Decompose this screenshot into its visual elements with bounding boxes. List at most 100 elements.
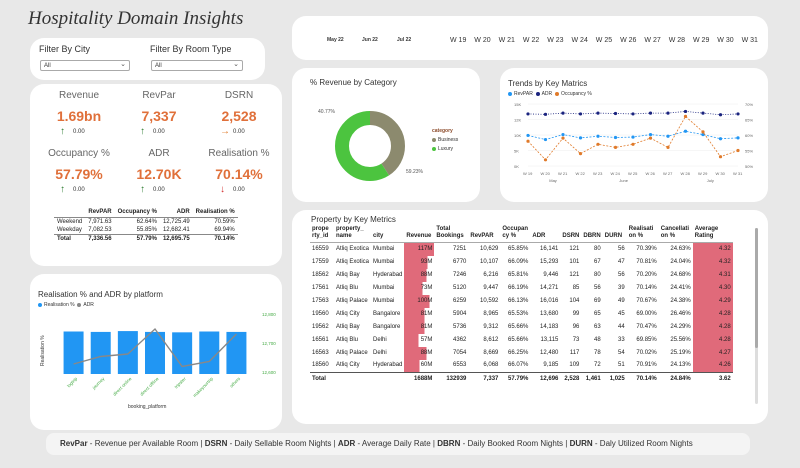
week-button[interactable]: W 26 [620, 37, 637, 44]
weekday-summary-table: RevPAR Occupancy % ADR Realisation % Weekend… [54, 208, 238, 243]
month-button[interactable]: Jun 22 [362, 37, 378, 43]
table-cell: 8,965 [483, 310, 499, 317]
data-point [683, 129, 688, 133]
table-cell: Atliq City [336, 362, 360, 369]
table-scrollbar[interactable] [755, 228, 758, 404]
data-point [683, 114, 688, 118]
y2-tick-label: 50% [745, 164, 753, 169]
column-header[interactable]: prope rty_id [310, 226, 334, 243]
column-header[interactable]: DURN [602, 226, 627, 243]
table-cell: 4.28 [692, 307, 733, 321]
column-header[interactable]: property_ name [334, 226, 372, 243]
table-cell: 18560 [312, 362, 329, 369]
table-cell: Atliq Bay [336, 271, 360, 278]
column-header[interactable]: ADR [530, 226, 561, 243]
table-cell: 70.14% [626, 372, 659, 387]
y-tick-label: 15K [514, 102, 521, 107]
week-button[interactable]: W 23 [547, 37, 564, 44]
y-axis-label: Realisation % [40, 335, 46, 366]
column-header[interactable]: ADR [159, 208, 193, 218]
donut-legend-business: Business [432, 137, 458, 143]
column-header[interactable]: Realisation % [192, 208, 238, 218]
column-header[interactable]: city [371, 226, 405, 243]
column-header[interactable] [54, 208, 86, 218]
platform-combo-chart: Realisation % 12,800 12,700 12,600 logtrip jo… [40, 312, 276, 410]
week-button[interactable]: W 31 [741, 37, 758, 44]
table-cell: 70.14% [636, 284, 657, 291]
table-cell: 9,312 [483, 323, 499, 330]
week-button[interactable]: W 19 [450, 37, 467, 44]
table-cell: 69.00% [636, 310, 657, 317]
column-header[interactable]: RevPAR [85, 208, 115, 218]
trends-legend: RevPAR ADR Occupancy % [508, 91, 592, 97]
chevron-down-icon: ⌄ [233, 61, 239, 68]
week-button[interactable]: W 21 [498, 37, 515, 44]
kpi-delta: 0.00 [153, 187, 165, 193]
data-point [683, 109, 688, 114]
city-filter-value: All [44, 63, 51, 69]
week-button[interactable]: W 27 [644, 37, 661, 44]
bar [199, 331, 220, 374]
column-header[interactable]: DSRN [560, 226, 582, 243]
table-cell: 25.56% [670, 336, 691, 343]
table-cell: 14,271 [540, 284, 559, 291]
table-row: Total 7,336.56 57.79% 12,695.75 70.14% [54, 234, 238, 243]
column-header[interactable]: Occupan cy % [500, 226, 531, 243]
y-tick-label: 5K [514, 149, 519, 154]
table-cell: Atliq Palace [336, 349, 368, 356]
table-cell: 117 [569, 349, 580, 356]
week-button[interactable]: W 30 [717, 37, 734, 44]
column-header[interactable]: Total Bookings [434, 226, 469, 243]
month-button[interactable]: May 22 [327, 37, 344, 43]
y-tick-label: 10K [514, 133, 521, 138]
property-table: prope rty_id property_ name city Revenue Tot… [310, 226, 733, 387]
table-cell: 9,446 [543, 271, 559, 278]
table-cell: 6259 [453, 297, 467, 304]
table-row: 16561 Atliq Blu Delhi 57M 4362 8,612 65.66% 13,… [310, 333, 733, 347]
week-button[interactable]: W 25 [595, 37, 613, 44]
column-header[interactable]: Cancellati on % [658, 226, 693, 243]
platform-card: Realisation % and ADR by platform Realis… [30, 274, 282, 430]
kpi-value: 57.79% [55, 166, 103, 182]
table-cell: 57M [404, 333, 435, 347]
table-cell: 6770 [453, 258, 467, 265]
table-cell: 7251 [453, 245, 467, 252]
table-cell: 13,115 [540, 336, 559, 343]
data-point [718, 155, 723, 159]
data-point [596, 134, 600, 138]
table-cell: 2,528 [560, 372, 582, 387]
column-header[interactable]: Realisati on % [626, 226, 659, 243]
week-button[interactable]: W 22 [522, 37, 540, 44]
data-point [648, 132, 653, 137]
kpi-delta: 0.00 [233, 129, 245, 135]
table-cell: 16559 [312, 245, 329, 252]
kpi-label: RevPar [142, 90, 176, 101]
table-cell: 16561 [312, 336, 329, 343]
city-filter-dropdown[interactable]: All ⌄ [40, 60, 130, 71]
column-header[interactable]: Average Rating [692, 226, 733, 243]
table-cell: 12,682.41 [162, 227, 190, 233]
table-cell: 96 [572, 323, 580, 330]
table-cell: 14,183 [540, 323, 559, 330]
table-cell: 1688M [404, 372, 435, 387]
table-cell: 10,629 [480, 245, 499, 252]
week-button[interactable]: W 29 [693, 37, 710, 44]
room-filter-dropdown[interactable]: All ⌄ [151, 60, 243, 71]
week-button[interactable]: W 28 [668, 37, 686, 44]
week-button[interactable]: W 24 [571, 37, 588, 44]
trend-arrow-icon: ↑ [140, 184, 145, 195]
column-header[interactable]: DBRN [581, 226, 603, 243]
column-header[interactable]: RevPAR [468, 226, 501, 243]
column-header[interactable]: Occupancy % [114, 208, 160, 218]
week-button[interactable]: W 20 [474, 37, 491, 44]
month-button[interactable]: Jul 22 [397, 37, 412, 43]
table-cell: 3.62 [692, 372, 733, 387]
column-header[interactable]: Revenue [404, 226, 435, 243]
table-cell: 24.04% [670, 258, 691, 265]
table-cell: 4.27 [692, 346, 733, 360]
table-cell: 132939 [434, 372, 469, 387]
kpi-label: Occupancy % [48, 148, 110, 159]
x-tick-label: W 22 [576, 171, 586, 176]
table-cell: 81M [404, 307, 435, 321]
table-cell: 66.09% [508, 258, 529, 265]
